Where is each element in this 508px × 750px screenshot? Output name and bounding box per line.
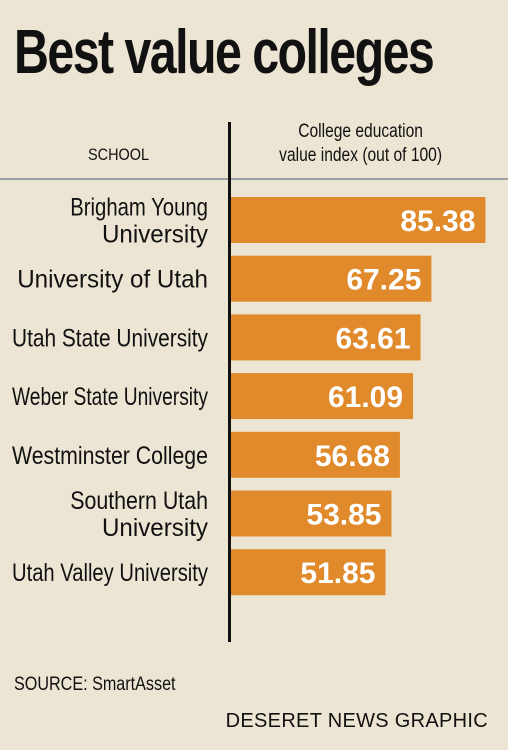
school-label: Southern Utah: [70, 487, 208, 515]
bar: [231, 197, 486, 243]
value-header-line-1: College education: [298, 121, 423, 142]
school-label: University: [102, 514, 208, 542]
bar-value-label: 85.38: [400, 205, 475, 238]
school-label: University: [102, 221, 208, 249]
bar: [231, 373, 414, 420]
bar: [231, 314, 421, 361]
value-header-line-2: value index (out of 100): [279, 145, 443, 166]
bar-value-label: 61.09: [328, 381, 403, 414]
school-label: Weber State University: [12, 383, 208, 411]
school-column-header: SCHOOL: [88, 145, 150, 164]
header-divider: [0, 178, 508, 180]
bar: [231, 549, 386, 596]
bar: [231, 490, 392, 537]
bar-value-label: 67.25: [346, 264, 421, 297]
school-label: University of Utah: [17, 266, 208, 294]
value-column-header: College education value index (out of 10…: [254, 120, 467, 168]
school-label: Westminster College: [12, 442, 208, 470]
bar-value-label: 51.85: [300, 557, 375, 590]
graphic-credit: DESERET NEWS GRAPHIC: [225, 710, 488, 732]
school-label: Utah Valley University: [12, 559, 208, 587]
bar-value-label: 56.68: [315, 440, 390, 473]
axis-divider: [228, 122, 231, 642]
bar-value-label: 63.61: [335, 322, 410, 355]
source-note: SOURCE: SmartAsset: [14, 674, 176, 695]
bar-value-label: 53.85: [306, 499, 381, 532]
bar: [231, 431, 400, 478]
school-label: Utah State University: [12, 324, 208, 352]
school-label: Brigham Young: [70, 194, 208, 222]
chart-title: Best value colleges: [14, 18, 435, 87]
bar: [231, 255, 432, 302]
